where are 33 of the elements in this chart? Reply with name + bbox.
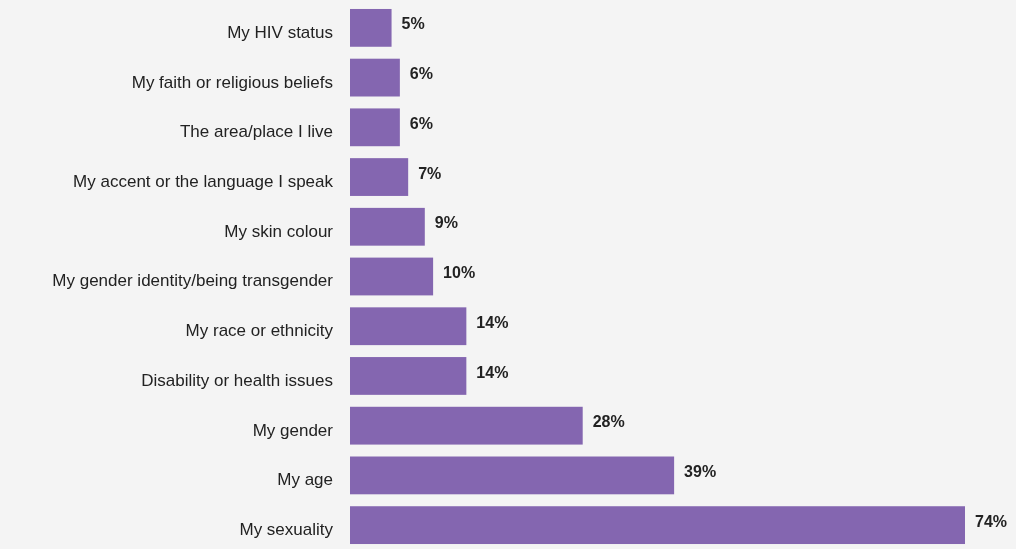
bar bbox=[350, 8, 392, 47]
y-tick-label: My age bbox=[277, 470, 333, 490]
bar bbox=[350, 506, 965, 545]
y-tick-label: My skin colour bbox=[224, 221, 334, 241]
bar bbox=[350, 158, 409, 196]
data-label: 74% bbox=[975, 512, 1008, 530]
bar bbox=[350, 456, 675, 495]
data-label: 7% bbox=[418, 164, 442, 182]
y-tick-label: My sexuality bbox=[239, 520, 334, 540]
bar bbox=[350, 307, 467, 346]
data-label: 6% bbox=[409, 114, 433, 132]
data-label: 9% bbox=[434, 214, 458, 232]
data-label: 14% bbox=[476, 363, 509, 381]
data-label: 14% bbox=[476, 313, 509, 331]
y-tick-label: Disability or health issues bbox=[141, 370, 333, 390]
data-label: 5% bbox=[401, 15, 425, 33]
data-label: 10% bbox=[443, 264, 476, 282]
y-tick-label: My gender identity/being transgender bbox=[52, 271, 334, 291]
bar bbox=[350, 58, 400, 97]
bar bbox=[350, 108, 400, 147]
data-label: 39% bbox=[684, 463, 717, 481]
bar bbox=[350, 207, 425, 246]
y-tick-label: My gender bbox=[252, 420, 334, 440]
y-tick-label: My faith or religious beliefs bbox=[131, 72, 333, 92]
y-tick-label: The area/place I live bbox=[179, 122, 333, 142]
bar bbox=[350, 357, 467, 395]
data-label: 6% bbox=[409, 65, 433, 83]
bar bbox=[350, 257, 434, 296]
data-label: 28% bbox=[592, 413, 625, 431]
y-tick-label: My accent or the language I speak bbox=[73, 172, 334, 191]
bar bbox=[350, 406, 583, 445]
y-tick-label: My race or ethnicity bbox=[185, 321, 334, 341]
y-tick-label: My HIV status bbox=[227, 22, 333, 42]
